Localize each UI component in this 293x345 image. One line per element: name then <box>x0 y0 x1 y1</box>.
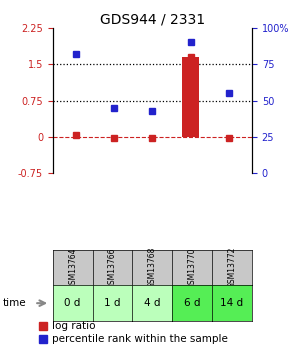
Text: GSM13772: GSM13772 <box>228 247 236 288</box>
Text: GSM13768: GSM13768 <box>148 247 157 288</box>
Text: 6 d: 6 d <box>184 298 200 308</box>
Text: 0 d: 0 d <box>64 298 81 308</box>
Title: GDS944 / 2331: GDS944 / 2331 <box>100 12 205 27</box>
Text: GSM13766: GSM13766 <box>108 247 117 288</box>
Legend: log ratio, percentile rank within the sample: log ratio, percentile rank within the sa… <box>35 317 232 345</box>
Text: 1 d: 1 d <box>104 298 121 308</box>
Bar <box>182 57 199 137</box>
Text: 14 d: 14 d <box>221 298 243 308</box>
Text: GSM13764: GSM13764 <box>68 247 77 288</box>
Text: 4 d: 4 d <box>144 298 161 308</box>
Text: time: time <box>3 298 26 308</box>
Text: GSM13770: GSM13770 <box>188 247 197 288</box>
